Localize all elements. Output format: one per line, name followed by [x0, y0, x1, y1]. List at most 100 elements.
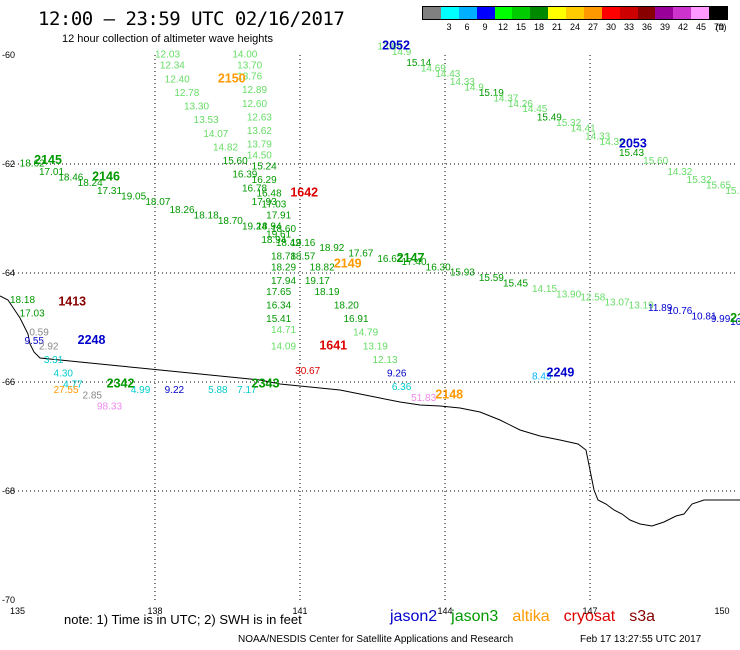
legend-swatch — [530, 7, 549, 19]
wave-height-value: 4.77 — [63, 379, 83, 390]
pass-number-labels: 2052 2053 2150 2145 2146 1642 2149 2147 1413 2248… — [34, 39, 740, 402]
wave-height-value: 13.19 — [363, 341, 388, 352]
legend-swatch — [619, 7, 638, 19]
pass-label: 2149 — [334, 257, 362, 271]
wave-height-value: 13.62 — [247, 126, 272, 137]
wave-height-value: 15.57 — [725, 186, 740, 197]
wave-height-value: 14.37 — [493, 93, 518, 104]
legend-color-bar — [422, 6, 728, 20]
pass-label: 2053 — [619, 137, 647, 151]
legend-bin-label: 18 — [533, 22, 544, 32]
legend-swatch — [709, 7, 727, 19]
wave-height-value: 17.91 — [266, 211, 291, 222]
pass-label: 2150 — [218, 71, 246, 85]
wave-height-value: 16.48 — [257, 189, 282, 200]
wave-height-value: 12.78 — [174, 88, 199, 99]
wave-height-value: 14.41 — [571, 123, 596, 134]
wave-height-value: 14.69 — [421, 63, 446, 74]
wave-height-value: 19.05 — [121, 191, 146, 202]
wave-height-value: 15.49 — [537, 112, 562, 123]
wave-height-value: 16.30 — [426, 262, 451, 273]
lon-tick-label: 144 — [437, 606, 452, 616]
wave-height-value: 14.32 — [667, 167, 692, 178]
wave-height-value: 15.32 — [556, 118, 581, 129]
wave-height-value: 9.26 — [387, 369, 407, 380]
legend-bin-label: 30 — [605, 22, 616, 32]
legend-swatch — [655, 7, 674, 19]
wave-height-value: 11.89 — [648, 303, 673, 314]
satellite-legend: jason2 jason3 altika cryosat s3a — [390, 608, 669, 626]
wave-height-value: 17.40 — [402, 257, 427, 268]
legend-swatch — [494, 7, 513, 19]
wave-height-value: 16.39 — [232, 170, 257, 181]
pass-label: 2342 — [107, 376, 135, 390]
wave-height-value: 18.07 — [145, 197, 170, 208]
wave-height-value: 19.16 — [290, 238, 315, 249]
antarctic-coastline — [0, 295, 740, 527]
wave-height-value: 9.22 — [165, 385, 185, 396]
wave-height-value: 17.65 — [266, 287, 291, 298]
legend-unit: (ft) — [715, 22, 727, 32]
legend-swatch — [476, 7, 495, 19]
wave-height-value: 14.71 — [271, 325, 296, 336]
legend-swatch — [637, 7, 656, 19]
pass-label: 2147 — [397, 251, 425, 265]
pass-label: 2148 — [435, 387, 463, 401]
wave-height-value: 12.13 — [373, 355, 398, 366]
pass-label: 2248 — [78, 333, 106, 347]
legend-bin-label: 42 — [677, 22, 688, 32]
wave-height-value: 14.39 — [600, 137, 625, 148]
wave-height-value: 10.81 — [692, 311, 717, 322]
pass-label: 2052 — [382, 39, 410, 53]
legend-bin-label: 15 — [515, 22, 526, 32]
legend-labels: 3 6 9 12 15 18 21 24 27 30 33 36 39 42 45 70 (ft) — [422, 20, 728, 34]
lat-tick-label: -68 — [2, 486, 15, 496]
wave-height-value: 12.03 — [155, 50, 180, 61]
legend-bin-label: 9 — [482, 22, 488, 32]
wave-height-value: 15.59 — [479, 273, 504, 284]
wave-height-value: 12.60 — [242, 99, 267, 110]
legend-bin-label: 21 — [551, 22, 562, 32]
wave-height-value: 51.83 — [411, 393, 436, 404]
page-title: 12:00 – 23:59 UTC 02/16/2017 — [38, 8, 345, 30]
wave-height-value: 6.36 — [392, 382, 412, 393]
legend-bin-label: 3 — [446, 22, 452, 32]
wave-height-value: 14.26 — [508, 99, 533, 110]
wave-height-value: 18.29 — [271, 262, 296, 273]
wave-height-legend: 3 6 9 12 15 18 21 24 27 30 33 36 39 42 45 70 (ft) — [422, 6, 728, 34]
legend-bin-label: 36 — [641, 22, 652, 32]
wave-height-value: 18.62 — [20, 159, 45, 170]
wave-height-points: 13.8914.915.1414.6914.4314.3314.915.1914… — [10, 42, 740, 413]
wave-height-value: 5.88 — [208, 385, 228, 396]
wave-height-value: 2.85 — [83, 390, 103, 401]
wave-height-value: 12.34 — [160, 61, 185, 72]
legend-swatch — [583, 7, 602, 19]
legend-bin-label: 24 — [569, 22, 580, 32]
wave-height-value: 15.45 — [503, 279, 528, 290]
legend-bin-label: 27 — [587, 22, 598, 32]
wave-height-value: 16.62 — [377, 254, 402, 265]
wave-height-value: 0.59 — [29, 328, 49, 339]
satellite-name: jason3 — [451, 608, 499, 625]
wave-height-value: 12.89 — [242, 85, 267, 96]
lon-tick-label: 135 — [10, 606, 25, 616]
wave-height-value: 10.24 — [730, 317, 740, 328]
lat-tick-label: -60 — [2, 50, 15, 60]
wave-height-value: 18.18 — [194, 211, 219, 222]
wave-height-value: 12.58 — [580, 292, 605, 303]
wave-height-value: 17.94 — [271, 276, 296, 287]
wave-height-value: 17.01 — [39, 167, 64, 178]
legend-swatch — [458, 7, 477, 19]
wave-height-value: 13.79 — [247, 140, 272, 151]
footer-note: note: 1) Time is in UTC; 2) SWH is in fe… — [64, 612, 302, 627]
wave-height-value: 15.32 — [687, 175, 712, 186]
wave-height-value: 8.43 — [532, 371, 552, 382]
lat-tick-label: -70 — [2, 595, 15, 605]
wave-height-value: 19.61 — [266, 230, 291, 241]
wave-height-value: 14.9 — [392, 47, 412, 58]
wave-height-value: 13.90 — [556, 290, 581, 301]
legend-swatch — [423, 7, 441, 19]
legend-swatch — [548, 7, 566, 19]
pass-label: 2149 — [730, 311, 740, 325]
